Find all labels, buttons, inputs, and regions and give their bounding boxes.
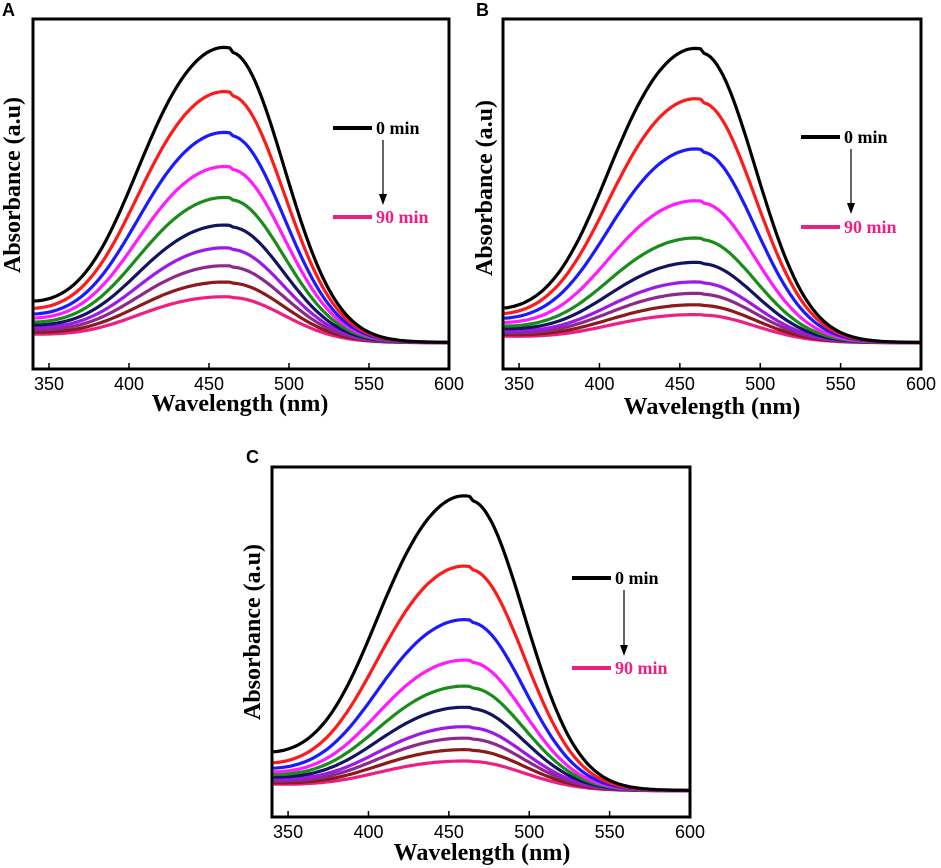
series-line-a-8 xyxy=(34,264,448,345)
plot-frame-b xyxy=(501,17,923,371)
series-line-c-2 xyxy=(273,564,689,792)
chart-panel-a: A 350 400 450 500 550 600 0 min 90 min Wavele… xyxy=(0,0,464,417)
panel-label-a: A xyxy=(2,0,15,20)
x-tick-label-a-400: 400 xyxy=(114,374,144,394)
x-ticks-a: 350 400 450 500 550 600 xyxy=(34,363,464,394)
x-tick-label-b-450: 450 xyxy=(665,374,695,394)
legend-start-label-c: 0 min xyxy=(615,568,659,588)
legend-c: 0 min 90 min xyxy=(572,568,668,678)
x-tick-label-b-550: 550 xyxy=(826,374,856,394)
x-ticks-c: 350 400 450 500 550 600 xyxy=(273,811,705,842)
panel-label-b: B xyxy=(476,0,489,20)
legend-end-label-b: 90 min xyxy=(844,217,897,237)
series-line-b-3 xyxy=(504,147,920,345)
legend-end-label-c: 90 min xyxy=(615,658,668,678)
y-axis-title-a: Absorbance (a.u) xyxy=(0,97,26,273)
x-tick-label-c-600: 600 xyxy=(675,822,705,842)
chart-panel-c: C 350 400 450 500 550 600 0 min 90 min Wavele… xyxy=(240,447,705,866)
y-axis-title-c: Absorbance (a.u) xyxy=(240,544,266,720)
series-line-c-1 xyxy=(273,494,689,792)
legend-arrow-head-a xyxy=(379,194,387,205)
x-tick-label-b-500: 500 xyxy=(745,374,775,394)
x-tick-label-a-550: 550 xyxy=(354,374,384,394)
x-tick-label-a-450: 450 xyxy=(194,374,224,394)
series-line-a-3 xyxy=(34,130,448,344)
x-axis-title-a: Wavelength (nm) xyxy=(152,391,329,417)
series-line-a-1 xyxy=(34,45,448,344)
curves-b xyxy=(504,46,920,345)
legend-start-label-a: 0 min xyxy=(376,118,420,138)
x-tick-label-c-500: 500 xyxy=(514,822,544,842)
plot-frame-a xyxy=(31,17,451,371)
legend-start-label-b: 0 min xyxy=(844,127,888,147)
legend-b: 0 min 90 min xyxy=(801,127,897,237)
legend-end-label-a: 90 min xyxy=(376,207,429,227)
x-axis-title-c: Wavelength (nm) xyxy=(394,840,571,866)
plot-frame-c xyxy=(270,465,692,819)
chart-panel-b: B 350 400 450 500 550 600 0 min 90 min Wavele… xyxy=(472,0,936,420)
x-tick-label-a-600: 600 xyxy=(434,374,464,394)
legend-arrow-head-c xyxy=(620,645,628,656)
series-line-b-1 xyxy=(504,46,920,344)
panel-label-c: C xyxy=(246,447,259,467)
curves-a xyxy=(34,45,448,345)
x-tick-label-a-500: 500 xyxy=(274,374,304,394)
x-tick-label-c-350: 350 xyxy=(273,822,303,842)
x-tick-label-b-350: 350 xyxy=(504,374,534,394)
x-tick-label-b-400: 400 xyxy=(584,374,614,394)
x-tick-label-c-400: 400 xyxy=(353,822,383,842)
x-ticks-b: 350 400 450 500 550 600 xyxy=(504,363,936,394)
x-tick-label-c-450: 450 xyxy=(434,822,464,842)
x-tick-label-b-600: 600 xyxy=(906,374,936,394)
x-tick-label-a-350: 350 xyxy=(34,374,64,394)
y-axis-title-b: Absorbance (a.u) xyxy=(472,100,498,276)
legend-a: 0 min 90 min xyxy=(333,118,429,227)
curves-c xyxy=(273,494,689,793)
legend-arrow-head-b xyxy=(847,203,855,214)
x-tick-label-c-550: 550 xyxy=(595,822,625,842)
x-axis-title-b: Wavelength (nm) xyxy=(624,394,801,420)
